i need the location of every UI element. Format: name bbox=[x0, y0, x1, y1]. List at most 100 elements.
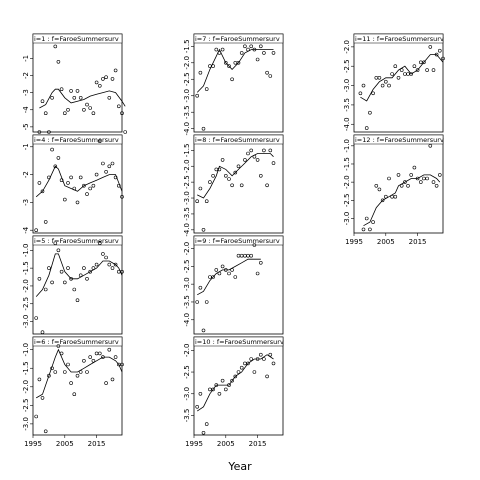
data-point bbox=[422, 60, 426, 65]
data-point bbox=[78, 273, 83, 278]
x-tick-label: 2005 bbox=[217, 440, 235, 448]
data-point bbox=[43, 220, 48, 224]
data-point bbox=[63, 197, 67, 202]
data-point bbox=[249, 44, 253, 49]
data-point bbox=[98, 351, 102, 356]
data-point bbox=[233, 170, 238, 175]
data-point bbox=[117, 183, 121, 188]
data-point bbox=[233, 275, 238, 279]
data-point bbox=[78, 370, 83, 374]
data-point bbox=[249, 357, 253, 361]
data-point bbox=[101, 77, 105, 81]
data-point bbox=[107, 262, 112, 267]
data-point bbox=[214, 268, 219, 272]
data-point bbox=[409, 173, 414, 177]
data-point bbox=[63, 111, 67, 115]
x-tick-label: 2015 bbox=[409, 238, 427, 246]
data-point bbox=[37, 181, 42, 185]
data-point bbox=[107, 96, 112, 100]
data-point bbox=[239, 183, 244, 188]
data-point bbox=[34, 316, 39, 320]
data-point bbox=[72, 186, 77, 191]
data-point bbox=[377, 187, 382, 192]
data-point bbox=[94, 172, 99, 177]
data-point bbox=[224, 174, 228, 178]
data-point bbox=[383, 194, 388, 199]
data-point bbox=[85, 370, 89, 374]
panel-frame bbox=[353, 134, 444, 234]
data-point bbox=[208, 180, 212, 184]
y-tick-label: -3.0 bbox=[22, 417, 30, 431]
data-point bbox=[110, 161, 115, 166]
y-tick-label: -1.0 bbox=[22, 244, 30, 258]
data-point bbox=[412, 64, 417, 68]
data-point bbox=[120, 362, 124, 367]
data-point bbox=[85, 276, 89, 281]
data-point bbox=[98, 139, 102, 143]
data-point bbox=[40, 99, 45, 103]
panel-strip bbox=[193, 235, 284, 246]
data-point bbox=[69, 89, 73, 93]
data-point bbox=[220, 158, 225, 162]
data-point bbox=[361, 227, 366, 232]
panel-strip bbox=[32, 134, 123, 145]
y-tick-label: -3.5 bbox=[343, 98, 351, 112]
data-point bbox=[85, 102, 89, 107]
panel-strip-label: i=8 : f=FaroeSummersurv bbox=[195, 136, 280, 144]
data-point bbox=[47, 266, 51, 270]
data-point bbox=[268, 74, 273, 78]
data-point bbox=[434, 52, 439, 57]
data-point bbox=[268, 352, 273, 357]
y-tick-label: -1.0 bbox=[22, 343, 30, 357]
panel-frame bbox=[353, 33, 444, 133]
data-point bbox=[418, 180, 423, 184]
data-point bbox=[239, 51, 244, 55]
data-point bbox=[50, 280, 54, 285]
y-tick-label: -3 bbox=[22, 199, 30, 206]
data-point bbox=[236, 370, 241, 374]
data-point bbox=[59, 351, 64, 356]
data-point bbox=[204, 87, 209, 91]
panel-strip bbox=[193, 134, 284, 145]
data-point bbox=[120, 111, 124, 115]
data-point bbox=[113, 68, 118, 73]
data-point bbox=[252, 243, 257, 247]
data-point bbox=[195, 300, 199, 304]
data-point bbox=[204, 422, 209, 426]
y-tick-label: -2.0 bbox=[343, 175, 351, 189]
data-point bbox=[258, 174, 263, 178]
data-point bbox=[249, 148, 253, 153]
data-point bbox=[399, 68, 404, 72]
data-point bbox=[201, 228, 206, 232]
data-point bbox=[380, 83, 385, 88]
data-point bbox=[75, 298, 80, 303]
data-point bbox=[198, 70, 203, 75]
y-tick-label: -3.0 bbox=[183, 277, 191, 291]
data-point bbox=[94, 80, 99, 85]
y-tick-label: -3.5 bbox=[183, 207, 191, 221]
data-point bbox=[368, 110, 372, 115]
y-tick-label: -3.0 bbox=[183, 387, 191, 401]
data-point bbox=[262, 51, 266, 55]
data-point bbox=[113, 175, 118, 180]
y-tick-label: -2.5 bbox=[183, 175, 191, 189]
panel-frame bbox=[193, 134, 284, 234]
data-point bbox=[217, 167, 222, 172]
data-point bbox=[82, 183, 86, 188]
data-point bbox=[53, 44, 58, 49]
data-point bbox=[393, 194, 398, 199]
data-point bbox=[252, 370, 257, 374]
data-point bbox=[59, 87, 64, 91]
data-point bbox=[437, 173, 442, 177]
y-tick-label: -5 bbox=[22, 123, 30, 130]
data-point bbox=[243, 44, 247, 49]
data-point bbox=[374, 184, 379, 188]
data-point bbox=[53, 164, 58, 169]
panel-strip-label: i=10 : f=FaroeSummersurv bbox=[195, 338, 284, 346]
data-point bbox=[390, 72, 394, 76]
data-point bbox=[34, 414, 39, 419]
data-point bbox=[59, 178, 64, 182]
data-point bbox=[371, 220, 375, 224]
panel-strip-label: i=5 : f=FaroeSummersurv bbox=[34, 237, 119, 245]
y-tick-label: -4 bbox=[22, 106, 30, 114]
